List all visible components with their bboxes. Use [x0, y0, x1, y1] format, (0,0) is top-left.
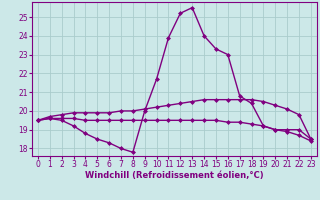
X-axis label: Windchill (Refroidissement éolien,°C): Windchill (Refroidissement éolien,°C)	[85, 171, 264, 180]
